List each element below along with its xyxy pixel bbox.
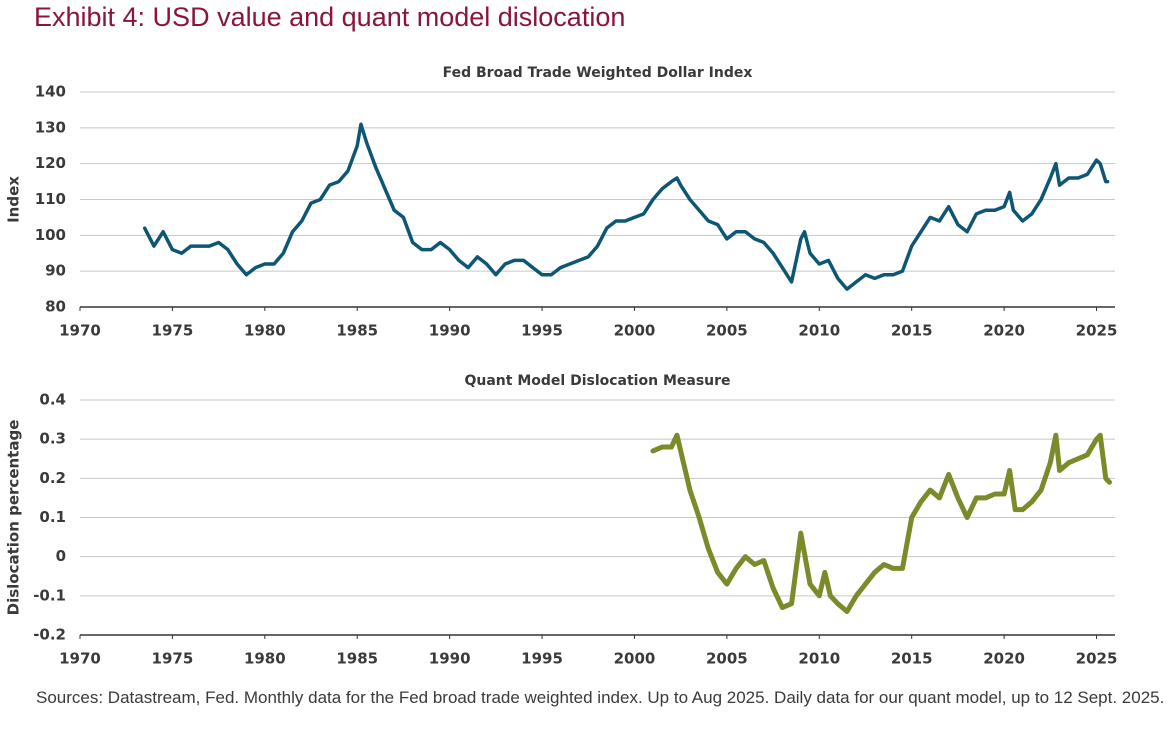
x-tick-label: 2005 [706, 650, 748, 668]
y-tick-label: 0.2 [39, 469, 66, 487]
y-tick-label: -0.1 [33, 586, 66, 604]
x-tick-label: 1990 [429, 650, 471, 668]
y-tick-label: 0.3 [39, 430, 66, 448]
y-tick-label: 90 [45, 262, 66, 280]
y-tick-label: 0 [56, 547, 66, 565]
data-line [650, 432, 1112, 614]
y-axis-label: Dislocation percentage [5, 420, 23, 616]
x-tick-label: 1985 [336, 322, 378, 340]
x-tick-label: 2000 [614, 650, 656, 668]
x-tick-label: 1980 [244, 322, 286, 340]
x-tick-label: 1970 [59, 650, 101, 668]
data-line [142, 122, 1110, 291]
x-tick-label: 1985 [336, 650, 378, 668]
y-tick-label: 100 [35, 226, 66, 244]
chart-title: Quant Model Dislocation Measure [464, 373, 730, 389]
x-tick-label: 1995 [521, 322, 563, 340]
x-tick-label: 1990 [429, 322, 471, 340]
y-axis-label: Index [5, 176, 23, 223]
x-tick-label: 2010 [798, 322, 840, 340]
y-tick-label: 140 [35, 83, 66, 101]
source-note: Sources: Datastream, Fed. Monthly data f… [36, 688, 1165, 707]
x-tick-label: 2015 [891, 650, 933, 668]
x-tick-label: 2015 [891, 322, 933, 340]
x-tick-label: 1975 [152, 650, 194, 668]
page-title: Exhibit 4: USD value and quant model dis… [34, 2, 626, 32]
x-tick-label: 2000 [614, 322, 656, 340]
y-tick-label: 110 [35, 190, 66, 208]
y-tick-label: 0.4 [39, 391, 66, 409]
y-tick-label: -0.2 [33, 626, 66, 644]
charts: Fed Broad Trade Weighted Dollar Index Ind… [5, 65, 1118, 668]
x-tick-label: 2005 [706, 322, 748, 340]
chart-title: Fed Broad Trade Weighted Dollar Index [443, 65, 753, 81]
x-tick-label: 2020 [983, 322, 1025, 340]
y-tick-label: 120 [35, 154, 66, 172]
x-tick-label: 2025 [1076, 322, 1118, 340]
x-tick-label: 1995 [521, 650, 563, 668]
y-tick-label: 130 [35, 118, 66, 136]
x-tick-label: 1975 [152, 322, 194, 340]
y-tick-label: 0.1 [39, 508, 66, 526]
x-tick-label: 1980 [244, 650, 286, 668]
x-tick-label: 2010 [798, 650, 840, 668]
x-tick-label: 2020 [983, 650, 1025, 668]
x-tick-label: 1970 [59, 322, 101, 340]
y-tick-label: 80 [45, 298, 66, 316]
x-tick-label: 2025 [1076, 650, 1118, 668]
